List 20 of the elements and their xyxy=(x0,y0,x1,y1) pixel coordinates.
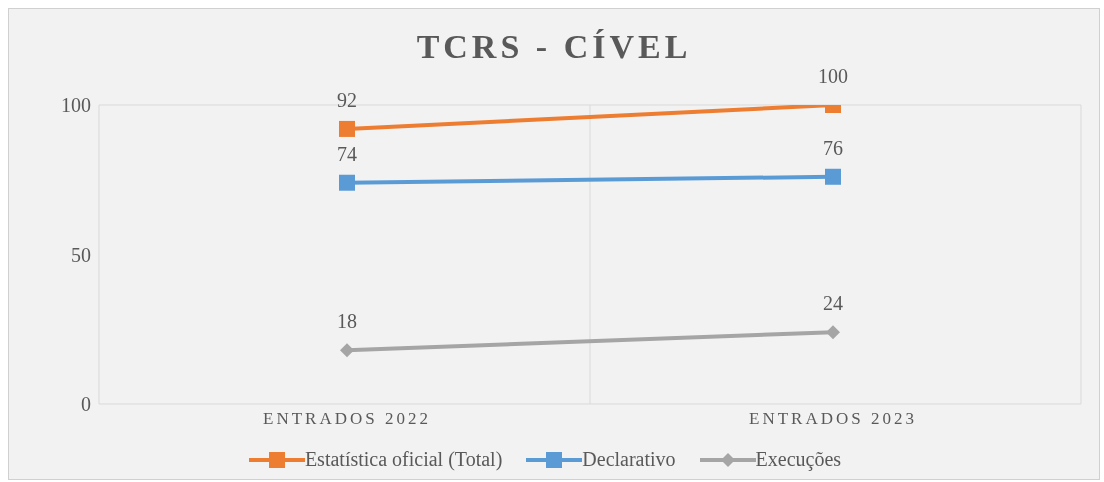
data-label: 18 xyxy=(337,310,357,333)
y-tick-label: 100 xyxy=(61,94,91,117)
data-label: 92 xyxy=(337,88,357,111)
legend-label: Declarativo xyxy=(582,448,676,471)
legend-label: Execuções xyxy=(755,448,842,471)
data-label: 74 xyxy=(337,142,357,165)
chart-title: TCRS - CÍVEL xyxy=(415,27,693,65)
x-tick-label: ENTRADOS 2022 xyxy=(263,409,431,429)
data-label: 100 xyxy=(818,65,848,87)
point xyxy=(826,325,840,340)
point xyxy=(339,120,355,137)
point xyxy=(825,168,841,185)
point xyxy=(340,343,354,358)
data-label: 24 xyxy=(823,292,843,315)
y-tick-label: 0 xyxy=(81,393,91,416)
legend-label: Estatística oficial (Total) xyxy=(304,448,503,471)
y-tick-label: 50 xyxy=(71,243,91,266)
x-tick-label: ENTRADOS 2023 xyxy=(749,409,917,429)
point xyxy=(339,174,355,191)
data-label: 76 xyxy=(823,136,843,159)
